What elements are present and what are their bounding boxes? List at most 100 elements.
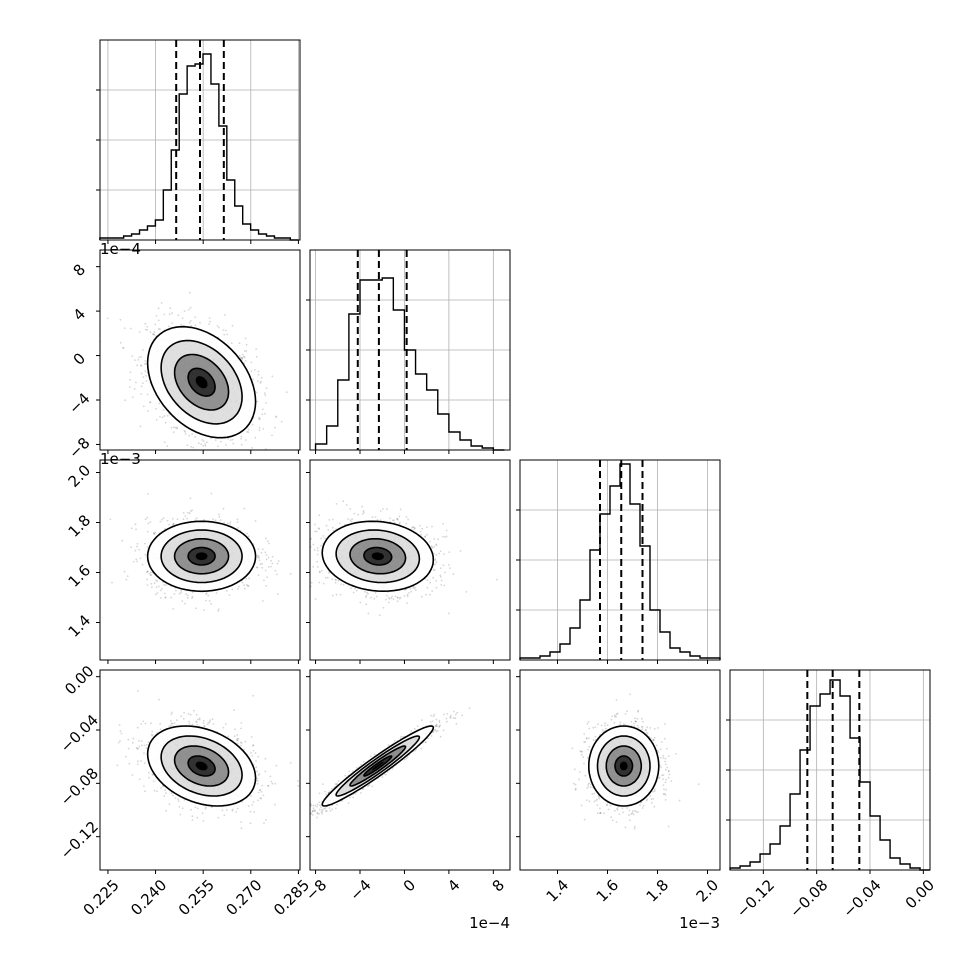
scatter-point	[192, 446, 195, 449]
scatter-point	[176, 426, 179, 429]
scatter-point	[374, 592, 377, 594]
scatter-point	[412, 526, 414, 528]
scatter-point	[181, 600, 184, 602]
scatter-point	[189, 497, 192, 500]
scatter-point	[205, 593, 207, 595]
histogram-step	[519, 463, 721, 660]
scatter-point	[142, 349, 144, 351]
scatter-point	[375, 595, 378, 598]
scatter-point	[267, 566, 270, 568]
scatter-point	[229, 521, 232, 523]
scatter-point	[208, 323, 210, 325]
scatter-point	[145, 328, 147, 331]
scatter-point	[164, 421, 167, 424]
contour-line	[160, 529, 243, 584]
scatter-point	[435, 554, 438, 556]
scatter-point	[248, 577, 251, 580]
scatter-point	[217, 610, 220, 612]
scatter-point	[205, 441, 208, 444]
scatter-point	[174, 426, 177, 429]
scatter-point	[237, 737, 240, 740]
scatter-point	[136, 542, 139, 545]
scatter-point	[438, 552, 440, 555]
scatter-point	[121, 539, 124, 542]
scatter-point	[445, 529, 448, 532]
scatter-point	[246, 430, 249, 433]
scatter-point	[259, 417, 261, 420]
scatter-point	[367, 612, 370, 615]
histogram-step	[729, 679, 930, 871]
scatter-point	[191, 723, 194, 726]
scatter-point	[236, 734, 239, 736]
scatter-point	[250, 361, 253, 364]
scatter-point	[326, 576, 329, 579]
scatter-point	[325, 524, 328, 527]
scatter-point	[236, 521, 239, 524]
scatter-point	[243, 507, 246, 510]
scatter-point	[413, 526, 416, 529]
scatter-point	[244, 740, 247, 743]
scatter-point	[135, 528, 138, 531]
scatter-point	[419, 530, 422, 533]
scatter-point	[184, 602, 187, 605]
scatter-point	[264, 551, 267, 554]
scatter-point	[361, 505, 363, 508]
scatter-point	[261, 566, 264, 569]
scatter-point	[257, 555, 260, 557]
scatter-point	[186, 517, 189, 520]
scatter-point	[200, 443, 203, 446]
scatter-point	[228, 594, 231, 596]
scatter-point	[414, 589, 417, 591]
scatter-point	[312, 543, 315, 546]
scatter-point	[133, 388, 136, 390]
scatter-point	[442, 522, 445, 525]
scatter-point	[238, 342, 241, 345]
scatter-point	[241, 357, 244, 360]
scatter-point	[429, 593, 431, 596]
scatter-point	[170, 596, 173, 599]
scatter-point	[435, 561, 438, 564]
scatter-point	[144, 360, 147, 362]
scatter-point	[314, 530, 316, 533]
scatter-point	[144, 722, 147, 725]
contour-line	[173, 353, 230, 411]
scatter-point	[318, 514, 321, 517]
scatter-point	[378, 614, 381, 617]
scatter-point	[170, 722, 173, 725]
scatter-point	[432, 576, 434, 579]
scatter-point	[397, 596, 399, 599]
scatter-point	[163, 313, 166, 316]
scatter-point	[442, 535, 444, 538]
scatter-point	[390, 597, 393, 600]
scatter-point	[411, 526, 414, 529]
scatter-point	[142, 382, 144, 384]
scatter-point	[140, 393, 143, 395]
scatter-point	[386, 508, 388, 511]
scatter-point	[246, 584, 248, 586]
scatter-point	[318, 528, 321, 530]
scatter-point	[243, 350, 246, 352]
scatter-point	[265, 554, 268, 556]
scatter-point	[247, 584, 249, 587]
scatter-point	[439, 574, 442, 577]
scatter-point	[136, 545, 138, 548]
scatter-point	[249, 822, 252, 825]
scatter-point	[198, 717, 201, 719]
scatter-point	[131, 741, 134, 744]
scatter-point	[413, 528, 416, 531]
scatter-point	[425, 593, 428, 596]
scatter-point	[134, 523, 137, 526]
scatter-point	[265, 537, 267, 540]
scatter-point	[210, 437, 213, 440]
scatter-point	[225, 809, 228, 811]
scatter-point	[256, 770, 258, 773]
scatter-point	[154, 532, 156, 535]
scatter-point	[289, 572, 292, 575]
scatter-point	[203, 609, 206, 611]
scatter-point	[177, 798, 180, 800]
scatter-point	[240, 357, 243, 360]
scatter-point	[182, 518, 185, 521]
scatter-point	[270, 565, 272, 568]
scatter-point	[214, 519, 217, 522]
scatter-point	[344, 523, 346, 526]
